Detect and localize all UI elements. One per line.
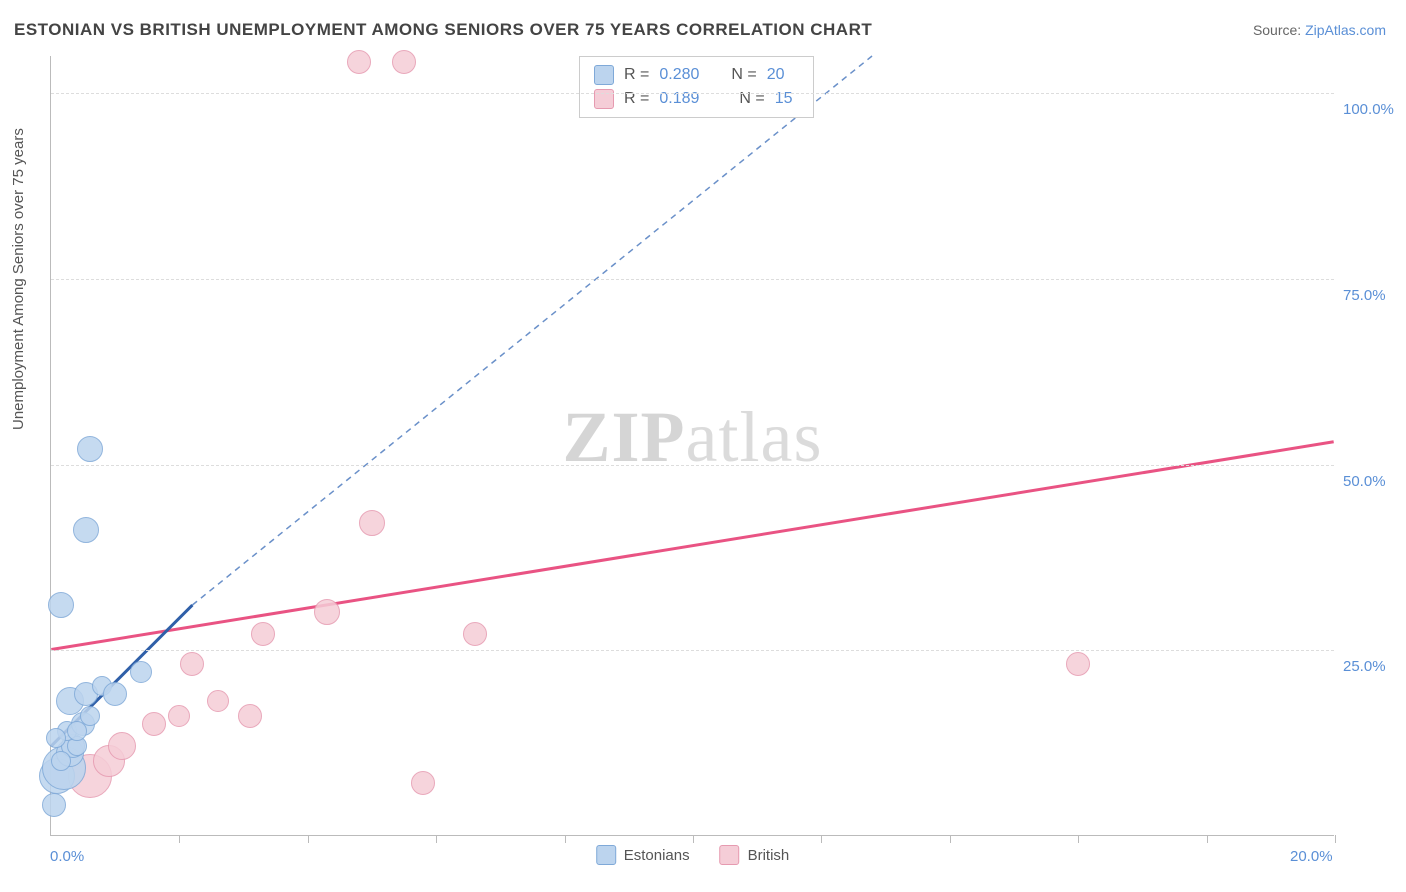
x-tick xyxy=(950,835,951,843)
stats-row-estonians: R = 0.280 N = 20 xyxy=(594,63,799,87)
legend-swatch-pink xyxy=(720,845,740,865)
legend-swatch-blue xyxy=(596,845,616,865)
data-point xyxy=(142,712,166,736)
y-tick-label: 75.0% xyxy=(1343,287,1394,304)
gridline xyxy=(51,279,1334,280)
x-tick xyxy=(693,835,694,843)
data-point xyxy=(347,50,371,74)
x-tick xyxy=(565,835,566,843)
x-tick xyxy=(1207,835,1208,843)
x-axis-label-right: 20.0% xyxy=(1290,848,1333,865)
gridline xyxy=(51,650,1334,651)
legend: Estonians British xyxy=(596,845,790,865)
legend-label-estonians: Estonians xyxy=(624,847,690,864)
x-tick xyxy=(821,835,822,843)
y-tick-label: 25.0% xyxy=(1343,658,1394,675)
data-point xyxy=(411,771,435,795)
stats-r-label: R = xyxy=(624,66,649,84)
data-point xyxy=(67,721,87,741)
data-point xyxy=(314,599,340,625)
x-tick xyxy=(1335,835,1336,843)
y-tick-label: 100.0% xyxy=(1343,101,1394,118)
plot-area: ZIPatlas R = 0.280 N = 20 R = 0.189 N = … xyxy=(50,56,1334,836)
data-point xyxy=(392,50,416,74)
gridline xyxy=(51,465,1334,466)
source-prefix: Source: xyxy=(1253,22,1305,38)
x-tick xyxy=(179,835,180,843)
data-point xyxy=(168,705,190,727)
legend-item-estonians: Estonians xyxy=(596,845,690,865)
stats-n-label: N = xyxy=(731,66,756,84)
chart-title: ESTONIAN VS BRITISH UNEMPLOYMENT AMONG S… xyxy=(14,20,872,40)
data-point xyxy=(42,793,66,817)
legend-label-british: British xyxy=(748,847,790,864)
data-point xyxy=(463,622,487,646)
y-axis-title: Unemployment Among Seniors over 75 years xyxy=(10,128,27,430)
data-point xyxy=(73,517,99,543)
data-point xyxy=(77,436,103,462)
data-point xyxy=(103,682,127,706)
legend-item-british: British xyxy=(720,845,790,865)
data-point xyxy=(238,704,262,728)
gridline xyxy=(51,93,1334,94)
x-axis-label-left: 0.0% xyxy=(50,848,84,865)
data-point xyxy=(251,622,275,646)
x-tick xyxy=(436,835,437,843)
data-point xyxy=(130,661,152,683)
stats-swatch-pink xyxy=(594,89,614,109)
y-tick-label: 50.0% xyxy=(1343,473,1394,490)
source-link[interactable]: ZipAtlas.com xyxy=(1305,22,1386,38)
data-point xyxy=(207,690,229,712)
data-point xyxy=(46,728,66,748)
x-tick xyxy=(308,835,309,843)
data-point xyxy=(180,652,204,676)
stats-row-british: R = 0.189 N = 15 xyxy=(594,87,799,111)
source-attribution: Source: ZipAtlas.com xyxy=(1253,22,1386,38)
data-point xyxy=(359,510,385,536)
data-point xyxy=(1066,652,1090,676)
data-point xyxy=(51,751,71,771)
data-point xyxy=(108,732,136,760)
stats-box: R = 0.280 N = 20 R = 0.189 N = 15 xyxy=(579,56,814,118)
data-point xyxy=(48,592,74,618)
stats-n-val-est: 20 xyxy=(767,66,785,84)
stats-swatch-blue xyxy=(594,65,614,85)
stats-r-val-est: 0.280 xyxy=(659,66,699,84)
x-tick xyxy=(1078,835,1079,843)
